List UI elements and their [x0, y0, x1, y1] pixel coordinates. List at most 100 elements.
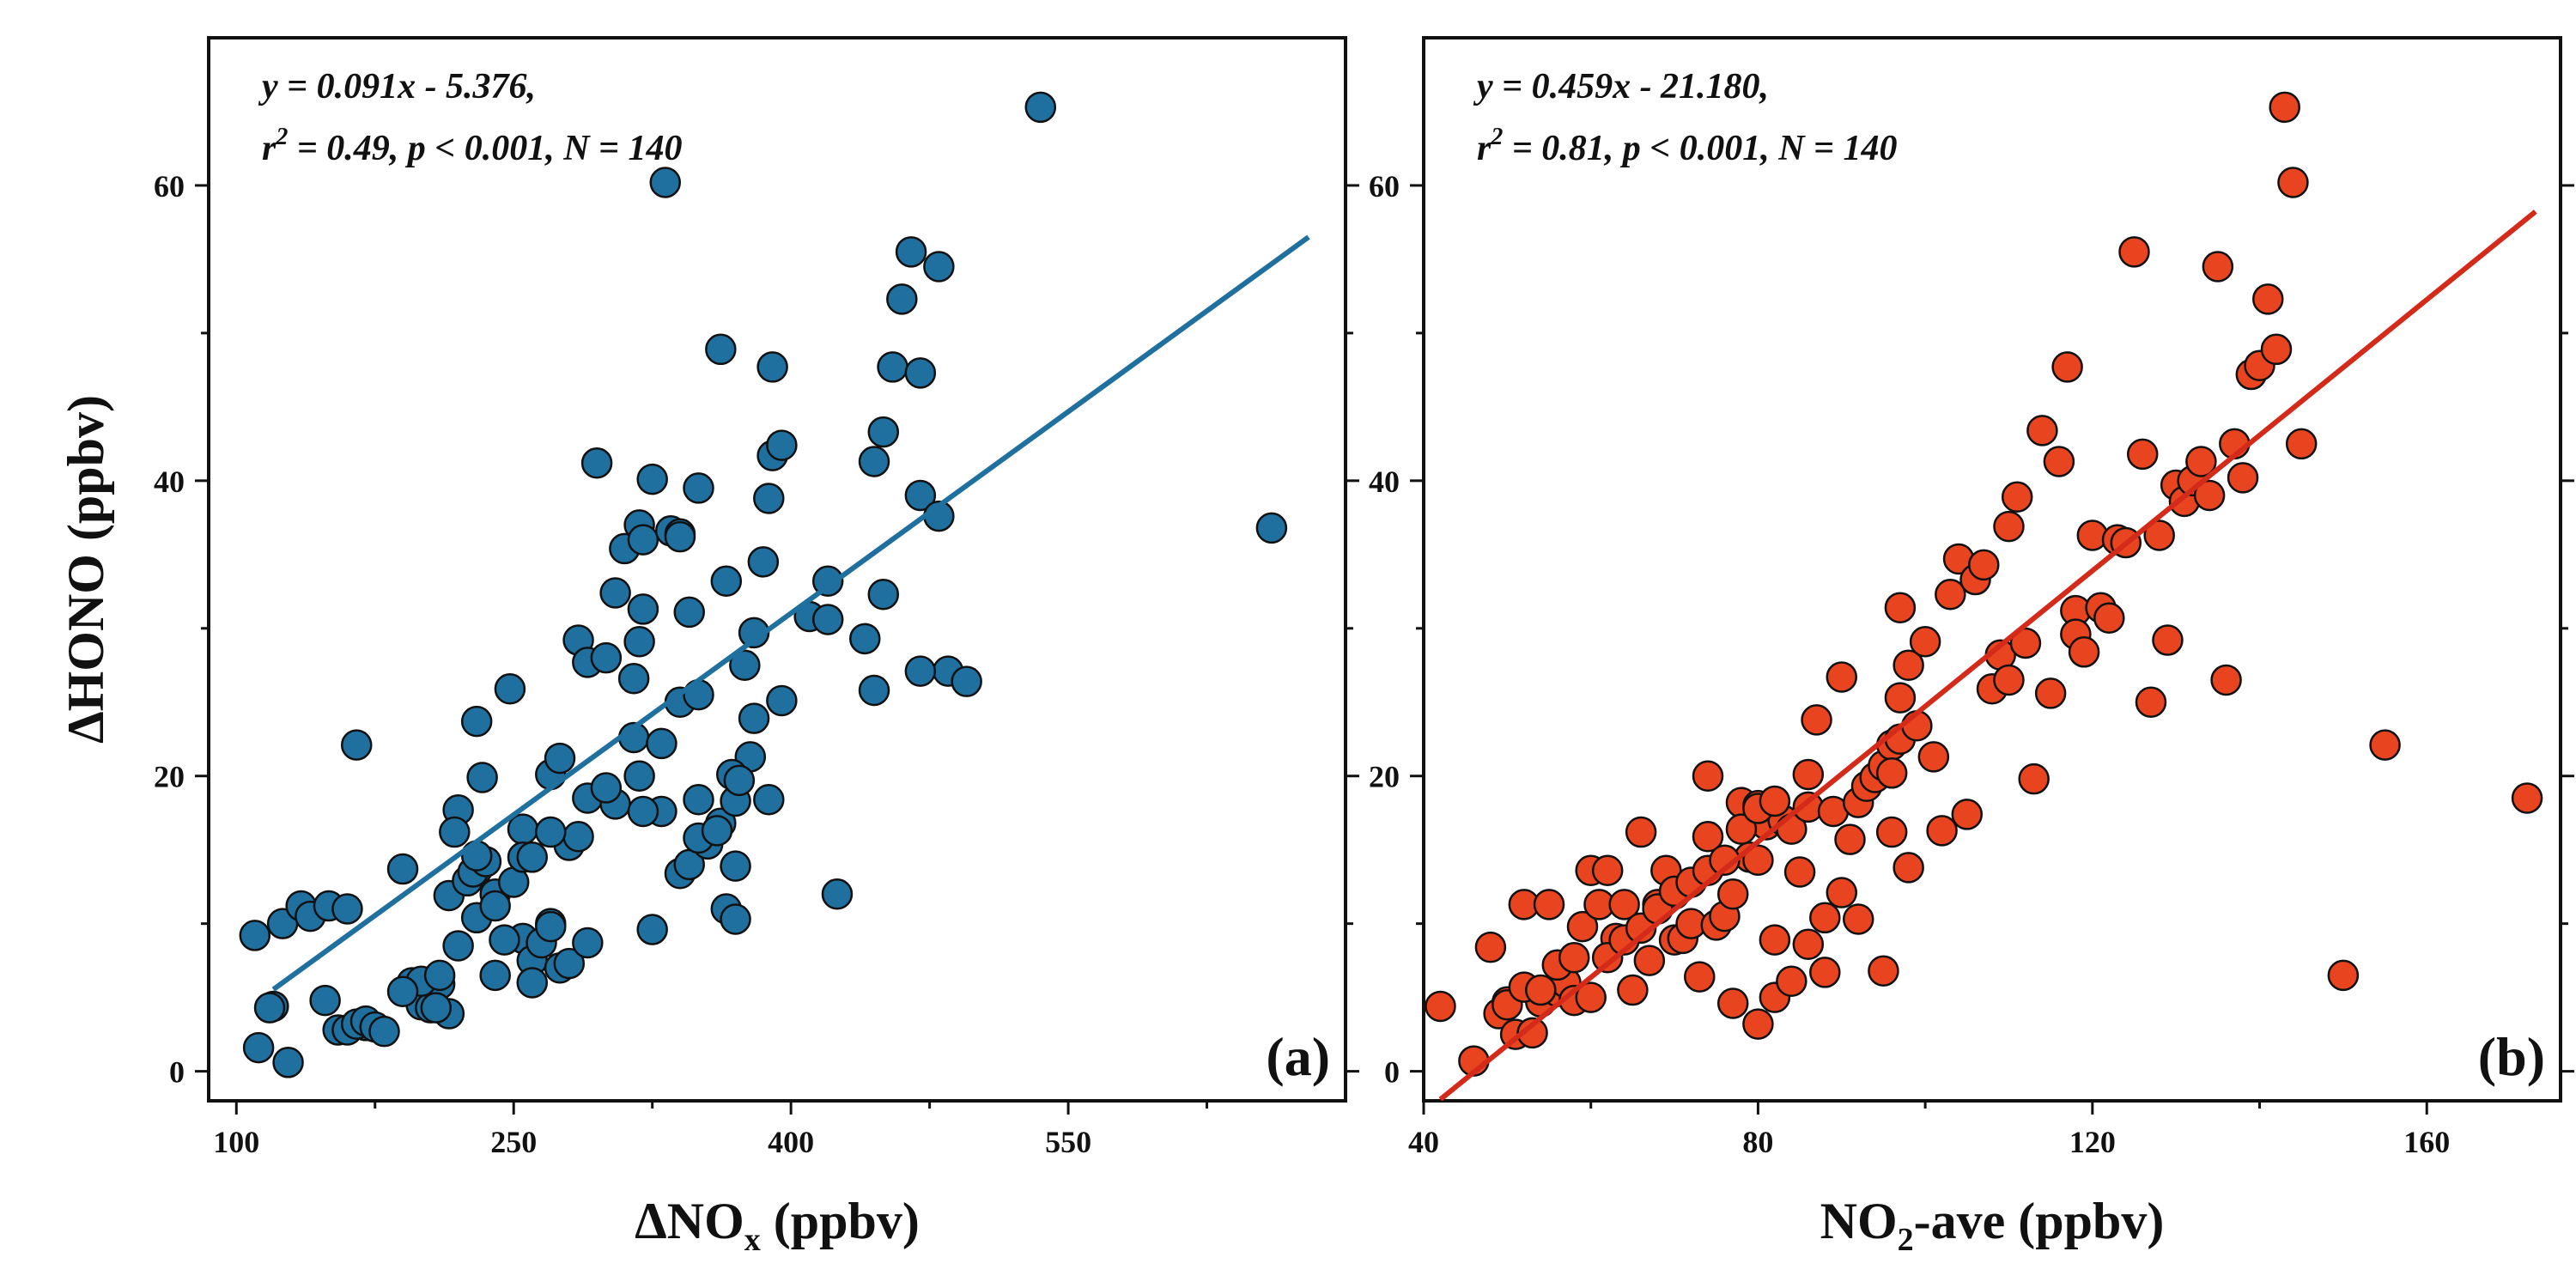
data-point	[623, 626, 655, 658]
data-point	[1725, 813, 1758, 845]
data-point	[580, 447, 613, 479]
data-point	[2277, 167, 2309, 198]
data-point	[1826, 877, 1858, 908]
x-tick-label: 160	[2403, 1125, 2450, 1159]
data-point	[867, 578, 900, 611]
data-point	[562, 820, 594, 853]
data-point	[535, 910, 567, 943]
data-point	[242, 1031, 275, 1064]
data-point	[729, 649, 761, 682]
equation-r: r	[1477, 129, 1492, 168]
data-point	[904, 479, 937, 512]
data-point	[420, 992, 453, 1024]
y-tick-label: 40	[1369, 465, 1400, 499]
data-point	[1993, 510, 2025, 543]
data-point	[331, 893, 363, 925]
data-point	[2252, 283, 2284, 315]
data-point	[1842, 903, 1874, 935]
data-point	[2227, 462, 2259, 494]
data-point	[2269, 91, 2300, 124]
data-point	[1792, 758, 1825, 791]
y-tick-label: 0	[1384, 1055, 1400, 1090]
regression-line	[1438, 210, 2537, 1101]
data-point	[877, 351, 908, 383]
x-tick-label: 100	[213, 1125, 259, 1159]
x-axis-title: ΔNOx (ppbv)	[635, 1193, 920, 1258]
y-tick-label: 60	[1369, 169, 1400, 204]
panel-label: (b)	[2478, 1026, 2545, 1087]
data-point	[1684, 961, 1716, 993]
data-point	[2210, 664, 2242, 696]
data-point	[590, 641, 623, 674]
data-point	[2193, 479, 2226, 512]
data-point	[1716, 987, 1749, 1019]
x-tick-label: 550	[1045, 1125, 1091, 1159]
data-point	[753, 783, 785, 816]
regression-line	[271, 234, 1310, 992]
data-point	[858, 674, 890, 707]
data-point	[1893, 649, 1924, 682]
data-point	[1617, 974, 1649, 1006]
plot-area	[1425, 91, 2543, 1101]
data-point	[710, 565, 743, 598]
data-point	[309, 984, 341, 1017]
data-point	[1625, 816, 1657, 848]
x-axis-title-sub: 2	[1898, 1222, 1914, 1258]
equation-rest: = 0.49, p < 0.001, N = 140	[288, 129, 682, 168]
data-point	[1834, 823, 1866, 855]
equation-r: r	[262, 129, 276, 168]
data-point	[2009, 627, 2042, 659]
data-point	[617, 662, 650, 695]
data-point	[766, 429, 798, 461]
data-point	[1935, 578, 1966, 611]
data-point	[904, 655, 937, 687]
data-point	[239, 920, 271, 951]
data-point	[386, 975, 419, 1008]
data-point	[2185, 446, 2217, 477]
plot-frame	[1422, 36, 2562, 1103]
data-point	[1884, 592, 1917, 623]
data-point	[1716, 878, 1749, 910]
data-point	[1525, 974, 1557, 1006]
x-axis-title: NO2-ave (ppbv)	[1820, 1193, 2165, 1258]
data-point	[2118, 236, 2150, 268]
data-point	[1809, 902, 1841, 934]
data-point	[489, 924, 520, 956]
data-point	[2001, 481, 2033, 513]
data-point	[1893, 852, 1924, 884]
data-point	[756, 351, 788, 383]
x-tick-label: 120	[2069, 1125, 2116, 1159]
data-point	[1516, 1017, 1548, 1049]
data-point	[646, 727, 677, 760]
data-point	[923, 251, 955, 283]
x-axis-title-sub: x	[744, 1222, 761, 1258]
data-point	[664, 520, 696, 553]
data-point	[811, 604, 844, 635]
data-point	[683, 472, 714, 504]
y-tick-label: 40	[154, 465, 185, 499]
data-point	[720, 903, 751, 935]
data-point	[1826, 661, 1858, 693]
data-point	[1783, 856, 1816, 888]
data-point	[1884, 682, 1917, 714]
data-point	[623, 760, 655, 792]
data-point	[1875, 757, 1908, 789]
data-point	[673, 596, 705, 629]
equation-r-sup: 2	[275, 124, 288, 150]
equation-line-2: r2 = 0.81, p < 0.001, N = 140	[1477, 124, 1898, 168]
data-point	[720, 850, 751, 882]
y-axis-title: ΔHONO (ppbv)	[58, 395, 114, 744]
data-point	[2152, 624, 2184, 656]
y-tick-label: 0	[169, 1055, 185, 1090]
equation-line-1: y = 0.459x - 21.180,	[1473, 67, 1769, 106]
data-point	[766, 684, 798, 717]
data-point	[649, 167, 682, 198]
data-point	[627, 593, 659, 625]
data-point	[439, 816, 471, 848]
data-point	[705, 333, 737, 366]
data-point	[683, 783, 714, 816]
data-point	[572, 927, 604, 959]
data-point	[516, 967, 548, 999]
data-point	[1742, 844, 1774, 876]
